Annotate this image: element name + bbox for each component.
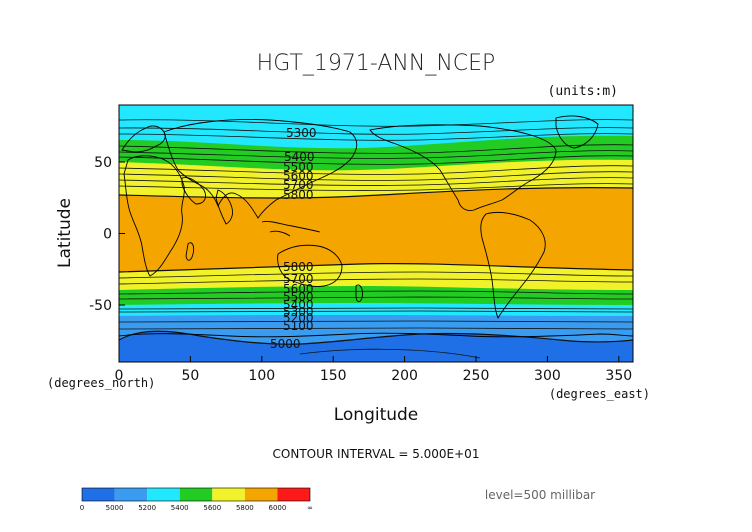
colorbar-segment [147,488,180,501]
colorbar-segment [277,488,310,501]
colorbar-tick-label: 5400 [171,504,189,512]
coastline-new-zealand [355,284,363,303]
coastline-eurasia [163,119,358,219]
contour-line [119,263,633,273]
contour-line [119,171,633,181]
coastline-india [215,189,233,225]
colorbar-tick-label: 5600 [203,504,221,512]
y-axis-label: Latitude [55,198,75,268]
contour-line [119,127,633,135]
colorbar-tick-label: 5200 [138,504,156,512]
x-tick-label: 250 [463,368,490,384]
contour-line [119,177,633,186]
contour-interval-text: CONTOUR INTERVAL = 5.000E+01 [273,447,480,461]
x-tick-labels: 0 50 100 150 200 250 300 350 [115,368,633,384]
coastline-antarctica [119,332,633,338]
coastline-south-america [480,211,546,320]
colorbar-tick-label: 5800 [236,504,254,512]
x-tick-label: 150 [320,368,347,384]
colorbar-tick-label: 0 [80,504,84,512]
contour-label: 5600 [283,169,314,183]
colorbar-segment [114,488,148,501]
coastline-indonesia [261,221,321,237]
colorbar-segment [212,488,245,501]
contour-label: 5000 [270,337,301,351]
contour-line [119,271,633,279]
x-tick-label: 0 [115,368,124,384]
chart-title: HGT_1971-ANN_NCEP [257,51,496,76]
x-tick-label: 100 [248,368,275,384]
contour-label: 5800 [283,260,314,274]
coastline-arabia [181,177,207,205]
contour-line [119,296,633,300]
contour-line [119,290,633,295]
contour-line [119,133,633,141]
contour-label: 5800 [283,188,314,202]
contour-label: 5400 [283,298,314,312]
coastline-australia [277,244,343,287]
contour-label: 5100 [283,319,314,333]
coastline-greenland [555,115,599,149]
contour-line [119,327,633,330]
colorbar-segment [82,488,115,501]
contour-line [119,187,633,199]
coastline-madagascar [185,242,195,261]
colorbar-frame [81,487,311,502]
y-tick-labels: 50 0 -50 [89,155,112,314]
level-text: level=500 millibar [485,488,595,502]
coastlines [119,115,633,338]
y-tick-label: 0 [103,227,112,243]
contour-label: 5700 [283,272,314,286]
tick-marks [118,161,620,362]
x-tick-label: 200 [391,368,418,384]
colorbar-segment [244,488,278,501]
x-tick-label: 300 [534,368,561,384]
y-tick-label: 50 [94,155,112,171]
contour-line [119,330,633,345]
contour-line [119,150,633,159]
contour-line [119,119,633,127]
contour-label: 5500 [283,290,314,304]
contour-line [119,310,633,313]
contour-line [119,320,633,323]
coastline-africa [123,155,185,277]
contour-label: 5300 [283,305,314,319]
colorbar-tick-label: 5000 [106,504,124,512]
x-axis-label: Longitude [334,405,419,425]
contour-label: 5500 [283,160,314,174]
x-tick-label: 50 [181,368,199,384]
band-blue-south [119,331,633,362]
units-label: (units:m) [548,84,618,99]
contour-label: 5700 [283,178,314,192]
contour-label: 5400 [284,150,315,164]
x-tick-label: 350 [605,368,632,384]
y-unit-label: (degrees_north) [47,376,155,390]
y-tick-label: -50 [89,298,112,314]
colorbar-tick-label: ∞ [307,504,313,512]
plot-area: 5300 5400 5500 5600 5700 5800 5800 5700 … [119,105,633,362]
colorbar-segment [179,488,213,501]
x-unit-label: (degrees_east) [549,387,650,401]
contour-labels: 5300 5400 5500 5600 5700 5800 5800 5700 … [270,126,317,351]
coastline-north-america [369,124,557,211]
contour-line [119,165,633,175]
contour-label: 5600 [283,282,314,296]
contour-label: 5300 [286,126,317,140]
contour-lines [119,119,633,359]
colorbar-tick-label: 6000 [269,504,287,512]
contour-line [299,348,481,359]
colorbar: 0 5000 5200 5400 5600 5800 6000 ∞ [80,487,313,512]
contour-label: 5200 [283,311,314,325]
contour-line [119,144,633,154]
contour-line [119,155,633,165]
contour-line [119,278,633,285]
contour-line [119,307,633,310]
